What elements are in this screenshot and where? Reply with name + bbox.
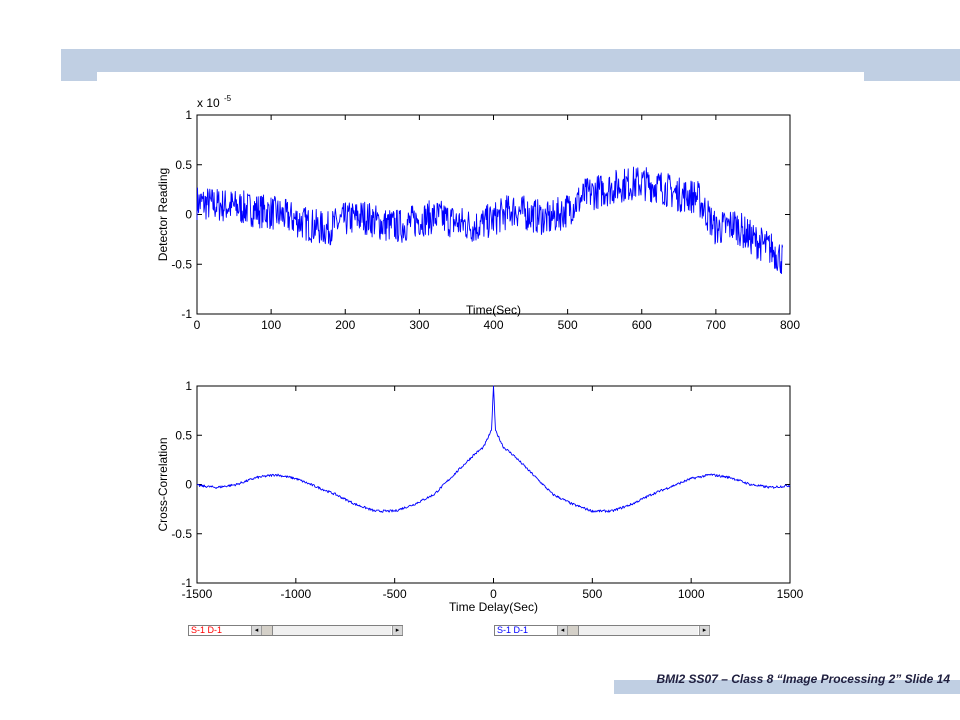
x-tick-label: 0 (194, 318, 201, 332)
y-tick-label: 0.5 (175, 158, 192, 172)
series-line-1 (196, 385, 791, 513)
x-tick-label: 0 (490, 587, 497, 601)
chart-2: -1500 -1000 -500 0 500 1000 1500 -1 -0.5 0 0.5 1 Tim… (156, 379, 804, 614)
axis-exponent-label: x 10 (197, 96, 220, 110)
y-axis-label: Cross-Correlation (156, 437, 170, 531)
x-tick-label: 1000 (678, 587, 705, 601)
scroll-track[interactable] (568, 626, 698, 635)
slide-footer: BMI2 SS07 – Class 8 “Image Processing 2”… (656, 672, 950, 686)
scroll-thumb[interactable] (262, 626, 273, 635)
x-tick-label: 100 (261, 318, 281, 332)
scroll-thumb[interactable] (568, 626, 579, 635)
y-axis-label: Detector Reading (156, 168, 170, 261)
y-tick-label: 1 (185, 379, 192, 393)
y-tick-label: 0 (185, 478, 192, 492)
x-tick-label: 500 (582, 587, 602, 601)
scrollbar-label: S-1 D-1 (191, 625, 223, 635)
scroll-left-arrow-icon[interactable]: ◂ (557, 626, 568, 635)
y-tick-label: 0 (185, 208, 192, 222)
footer-band (614, 680, 960, 694)
y-tick-label: -1 (181, 307, 192, 321)
signal-scrollbar-left[interactable]: S-1 D-1 ◂ ▸ (188, 625, 403, 636)
y-tick-label: 0.5 (175, 428, 192, 442)
x-axis-label: Time(Sec) (466, 303, 521, 317)
x-tick-label: 800 (780, 318, 800, 332)
signal-scrollbar-right[interactable]: S-1 D-1 ◂ ▸ (494, 625, 710, 636)
scroll-left-arrow-icon[interactable]: ◂ (251, 626, 262, 635)
x-tick-label: 300 (409, 318, 429, 332)
x-axis-label: Time Delay(Sec) (449, 600, 538, 614)
y-tick-label: -1 (181, 576, 192, 590)
scroll-track[interactable] (262, 626, 391, 635)
x-tick-label: 200 (335, 318, 355, 332)
x-tick-label: -500 (383, 587, 407, 601)
x-tick-label: 700 (706, 318, 726, 332)
x-tick-label: -1500 (182, 587, 213, 601)
plot-area (196, 385, 791, 584)
series-line-1 (196, 166, 784, 275)
y-tick-label: 1 (185, 108, 192, 122)
x-tick-label: 400 (483, 318, 503, 332)
x-tick-label: 500 (558, 318, 578, 332)
title-band-inner (97, 72, 864, 84)
chart-1: 0 100 200 300 400 500 600 700 800 -1 -0.5 0 0.5 1 x 10… (156, 94, 800, 332)
y-tick-label: -0.5 (171, 527, 192, 541)
x-tick-label: 600 (632, 318, 652, 332)
scroll-right-arrow-icon[interactable]: ▸ (392, 626, 403, 635)
y-tick-label: -0.5 (171, 257, 192, 271)
scroll-right-arrow-icon[interactable]: ▸ (699, 626, 710, 635)
axis-exponent-power: -5 (224, 94, 232, 103)
scrollbar-label: S-1 D-1 (497, 625, 529, 635)
x-tick-label: 1500 (777, 587, 804, 601)
x-tick-label: -1000 (280, 587, 311, 601)
